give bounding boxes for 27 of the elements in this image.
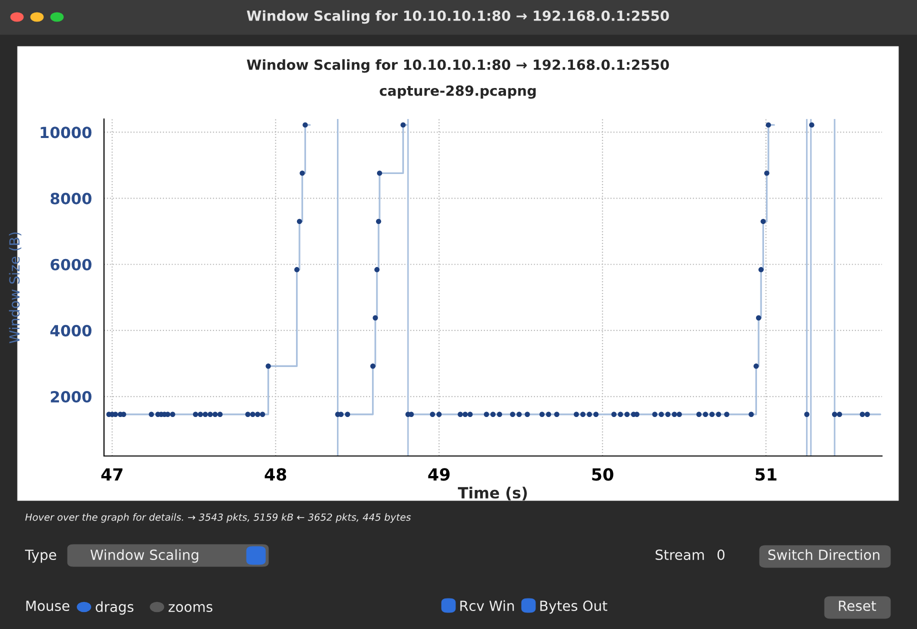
text: Window Scaling for 10.10.10.1:80 → 192.168.0.1:2550 xyxy=(246,10,669,24)
y-tick-label: 10000 xyxy=(40,126,92,138)
x-tick-label: 50 xyxy=(592,468,614,481)
text: Mouse xyxy=(26,600,70,612)
text: Hover over the graph for details. → 3543 pkts, 5159 kB ← 3652 pkts, 445 bytes xyxy=(25,513,411,523)
text: Window Scaling xyxy=(90,549,198,563)
text: drags xyxy=(96,601,134,615)
chart-subtitle: capture-289.pcapng xyxy=(380,85,536,99)
text: 0 xyxy=(717,550,724,560)
y-tick-label: 4000 xyxy=(50,324,92,336)
y-axis-title: Window Size (B) xyxy=(8,232,22,344)
x-tick-label: 48 xyxy=(264,468,286,481)
text: Switch Direction xyxy=(768,549,880,560)
x-axis-title: Time (s) xyxy=(458,486,527,500)
text: zooms xyxy=(168,604,212,612)
chart-title: Window Scaling for 10.10.10.1:80 → 192.168.0.1:2550 xyxy=(246,59,669,73)
y-tick-label: 2000 xyxy=(50,390,92,403)
text: Type xyxy=(24,550,56,563)
text: Bytes Out xyxy=(540,600,608,614)
text: Stream xyxy=(656,550,704,560)
y-tick-label: 8000 xyxy=(50,192,92,204)
text: Reset xyxy=(838,600,876,612)
x-tick-label: 49 xyxy=(428,468,450,481)
x-tick-label: 47 xyxy=(101,468,122,480)
y-tick-label: 6000 xyxy=(50,258,92,270)
x-tick-label: 51 xyxy=(756,468,776,481)
text: Rcv Win xyxy=(460,600,514,612)
